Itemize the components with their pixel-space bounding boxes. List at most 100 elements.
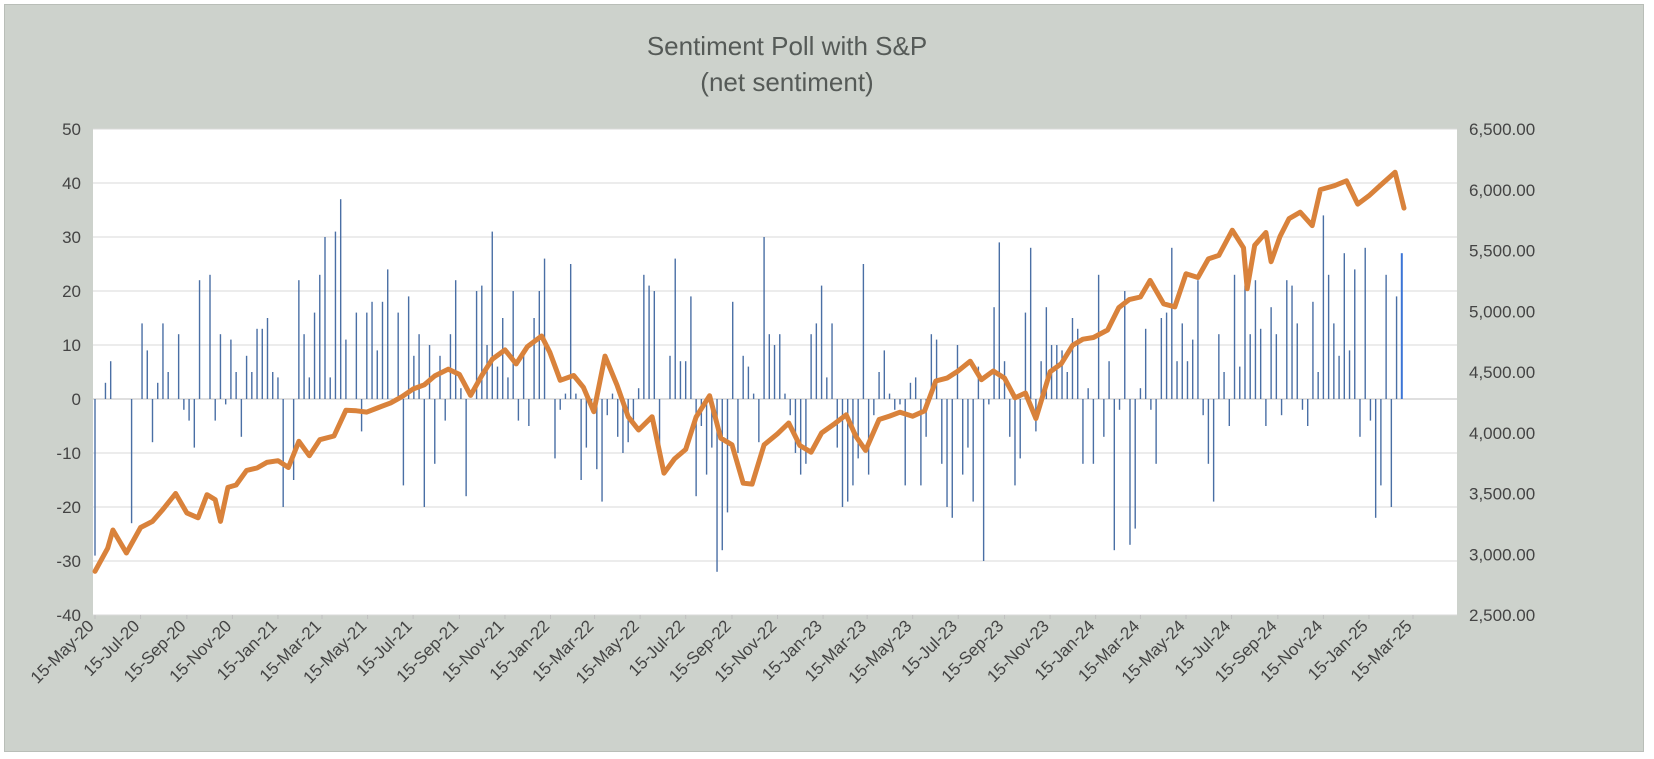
sentiment-bar (1327, 274, 1330, 399)
sentiment-bar (580, 399, 582, 480)
sentiment-bar (1291, 285, 1293, 399)
sentiment-bar (998, 242, 1001, 399)
sentiment-bar (1380, 399, 1382, 486)
sentiment-bar (1066, 372, 1068, 399)
sentiment-bar (690, 296, 692, 399)
chart-frame: Sentiment Poll with S&P (net sentiment) … (4, 4, 1644, 752)
sentiment-bar (1348, 350, 1351, 399)
left-tick-label: 0 (72, 390, 81, 409)
sentiment-bar (763, 237, 765, 399)
sentiment-bar (1134, 399, 1136, 529)
sentiment-bar (277, 377, 279, 399)
sentiment-bar (428, 345, 431, 399)
sentiment-bar (779, 334, 781, 399)
sentiment-bar (674, 258, 676, 399)
sentiment-bar (601, 399, 603, 502)
sentiment-bar (632, 399, 635, 426)
sentiment-bar (313, 312, 316, 399)
sentiment-bar (261, 328, 263, 399)
sentiment-bar (575, 393, 577, 399)
sentiment-bar (1312, 301, 1314, 399)
sentiment-bar (209, 274, 211, 399)
sentiment-bar (1265, 399, 1267, 426)
sentiment-bar (360, 399, 363, 432)
sentiment-bar (1296, 323, 1298, 399)
sentiment-bar (449, 334, 452, 399)
sentiment-bar (711, 399, 713, 448)
sentiment-bar (1040, 361, 1042, 399)
left-axis: 50 40 30 20 10 0 -10 -20 -30 -40 (56, 120, 81, 625)
sentiment-bar (1077, 328, 1079, 399)
sentiment-bar (256, 328, 258, 399)
sentiment-bar (737, 399, 739, 453)
sentiment-bar (282, 399, 284, 507)
sentiment-bar (1249, 334, 1251, 399)
sentiment-bar (1254, 280, 1257, 399)
sentiment-bar (559, 399, 561, 410)
sentiment-bar (219, 334, 222, 399)
sentiment-bar (1160, 318, 1163, 399)
sentiment-bar (1390, 399, 1393, 507)
sentiment-bar (1374, 399, 1377, 518)
sentiment-bar (1275, 334, 1278, 399)
sentiment-bar (564, 393, 567, 399)
sentiment-bar (1286, 280, 1288, 399)
sentiment-bar (376, 350, 378, 399)
sentiment-bar (643, 274, 645, 399)
sentiment-bar (397, 312, 399, 399)
sentiment-bar (266, 318, 269, 399)
chart-subtitle: (net sentiment) (700, 67, 873, 97)
sentiment-bar (752, 393, 755, 399)
sentiment-bar (888, 393, 891, 399)
left-tick-label: -30 (56, 552, 81, 571)
sentiment-bar (1108, 361, 1110, 399)
sentiment-bar (141, 323, 143, 399)
x-tick-label: 15-May-20 (27, 616, 98, 687)
sentiment-bar (292, 399, 295, 480)
sentiment-bar (496, 366, 499, 399)
sentiment-bar (1192, 339, 1194, 399)
sentiment-bar (1207, 399, 1210, 464)
sentiment-bar (543, 258, 546, 399)
right-axis: 6,500.00 6,000.00 5,500.00 5,000.00 4,500.00… (1469, 120, 1535, 625)
sentiment-bar (732, 301, 734, 399)
line-series (92, 169, 1407, 574)
sentiment-bar (230, 339, 232, 399)
sentiment-bar (486, 345, 488, 399)
sentiment-bar (873, 399, 875, 416)
sentiment-bar (1150, 399, 1152, 410)
sentiment-bar (188, 399, 190, 421)
sentiment-bar (366, 312, 368, 399)
sentiment-bar (418, 334, 420, 399)
sentiment-bar (235, 372, 237, 399)
sentiment-bar (941, 399, 943, 464)
sentiment-bar (533, 318, 535, 399)
sentiment-bar (794, 399, 797, 453)
sentiment-bar (946, 399, 948, 507)
sentiment-bar (1124, 291, 1126, 399)
sentiment-bar (684, 361, 687, 399)
sentiment-bar (245, 355, 248, 399)
sentiment-bar (841, 399, 844, 507)
sentiment-bar (862, 264, 865, 399)
sentiment-bar (1354, 269, 1356, 399)
sentiment-bar (768, 334, 771, 399)
sentiment-bar (1233, 274, 1236, 399)
sentiment-bar (617, 399, 619, 437)
sentiment-bar (1165, 312, 1168, 399)
sentiment-bar (1197, 280, 1199, 399)
sentiment-bar (177, 334, 180, 399)
sentiment-bar (157, 382, 159, 399)
sentiment-bar (789, 399, 791, 416)
sentiment-bar (857, 399, 859, 459)
sentiment-bar (758, 399, 760, 443)
sentiment-bar (355, 312, 358, 399)
sentiment-bar (847, 399, 849, 502)
sentiment-bar (1244, 285, 1246, 399)
right-tick-label: 5,500.00 (1469, 242, 1535, 261)
sentiment-bar (94, 399, 96, 556)
sentiment-bar (151, 399, 154, 443)
sentiment-bar (298, 280, 300, 399)
sentiment-bar (742, 355, 744, 399)
sentiment-bar (1045, 307, 1048, 399)
